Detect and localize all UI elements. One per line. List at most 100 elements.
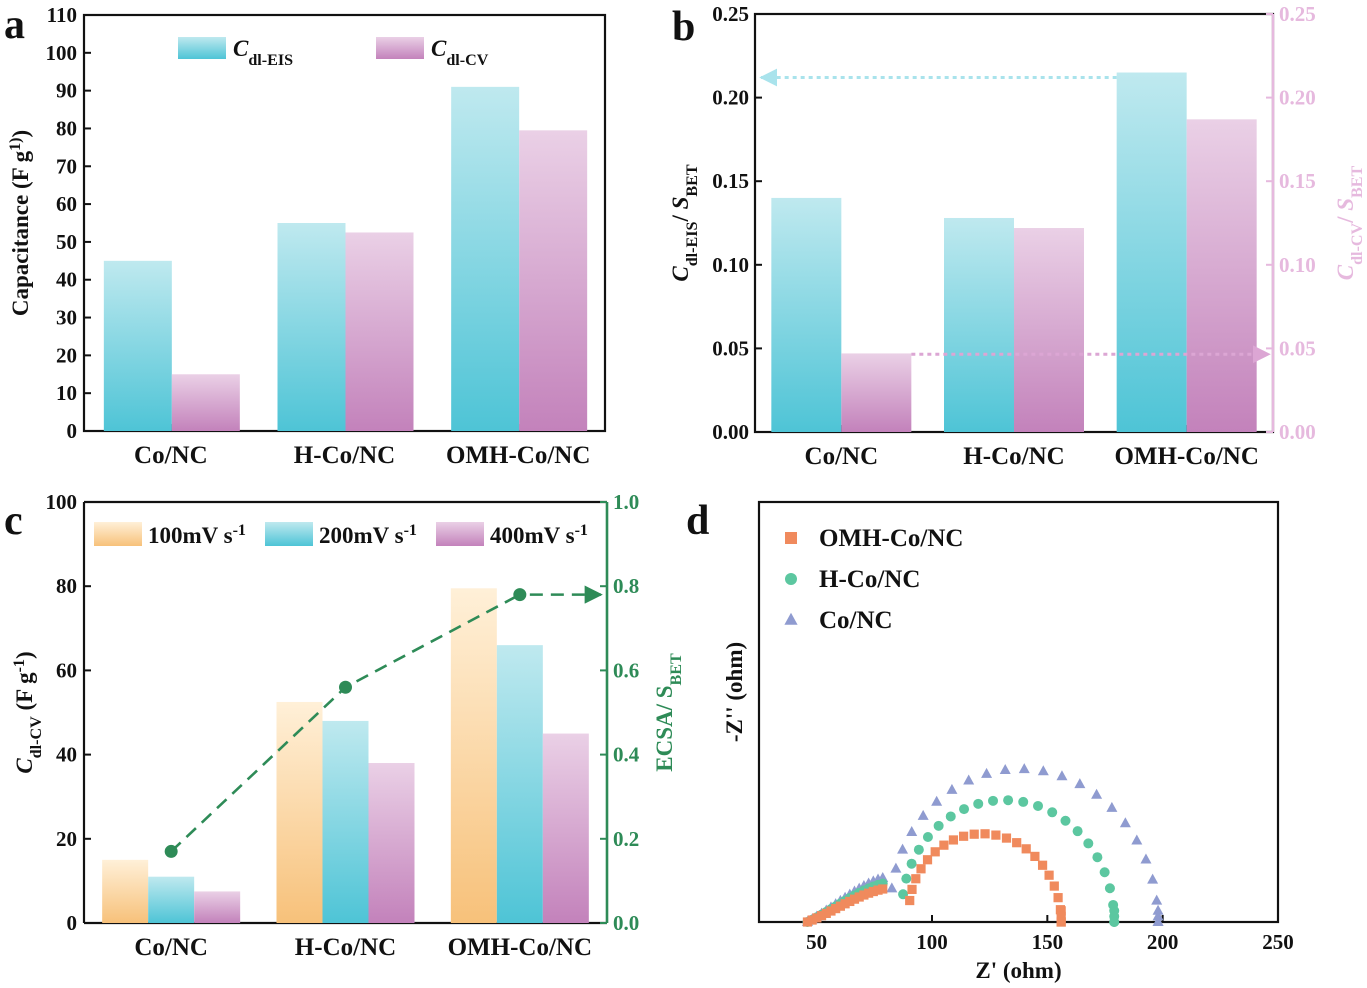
panel-d-point (1037, 860, 1048, 870)
panel-c-category-label: OMH-Co/NC (448, 934, 592, 961)
panel-c-right-ytick-label: 1.0 (613, 490, 639, 514)
panel-c-bar (450, 588, 497, 923)
panel-d-point (1056, 906, 1066, 916)
panel-b-right-ytick-label: 0.20 (1279, 86, 1316, 110)
panel-d-point (1104, 883, 1115, 894)
panel-d-point (907, 884, 917, 895)
panel-d-point (1060, 815, 1071, 826)
panel-b-bar (1186, 119, 1257, 432)
panel-d-point (946, 783, 958, 794)
panel-a-legend-label: Cdl-EIS (233, 36, 293, 69)
panel-d-point (890, 862, 902, 873)
panel-c-legend-swatch (265, 522, 313, 546)
panel-d-point (1147, 873, 1159, 884)
panel-c-right-ytick-label: 0.2 (613, 827, 639, 851)
panel-c-category-label: H-Co/NC (295, 934, 396, 961)
panel-a-ytick-label: 30 (56, 306, 77, 330)
panel-d-point (945, 811, 956, 822)
panel-d-point (1021, 844, 1031, 854)
panel-b-ytick-label: 0.20 (712, 86, 749, 110)
panel-d-point (1140, 853, 1152, 864)
panel-d-legend-marker (784, 612, 798, 625)
panel-c-ylabel-right: ECSA/ SBET (652, 653, 685, 772)
panel-d-point (1003, 795, 1014, 806)
panel-b-ytick-label: 0.10 (712, 253, 749, 277)
panel-c-ytick-label: 80 (56, 574, 77, 598)
panel-d-point (1091, 788, 1103, 799)
panel-d-point (1072, 826, 1083, 837)
panel-a-ytick-label: 50 (56, 230, 77, 254)
panel-a-ytick-label: 90 (56, 79, 77, 103)
panel-d-point (981, 767, 993, 778)
panel-b-chart: 0.00 0.00 0.05 0.05 0.10 0.10 0.15 0.15 0.20 0.20… (668, 2, 1366, 470)
panel-d-point (1056, 911, 1066, 921)
panel-d-point (1049, 881, 1059, 891)
panel-d-point (1033, 800, 1044, 811)
panel-d-point (1131, 834, 1143, 845)
panel-b-right-ytick-label: 0.00 (1279, 420, 1316, 444)
panel-c-ylabel-left: Cdl-CV (F g-1) (11, 651, 45, 773)
panel-d-point (1109, 917, 1120, 927)
panel-d-point (991, 830, 1001, 840)
panel-d-point (1119, 817, 1131, 828)
panel-d-point (831, 904, 841, 914)
panel-d-legend-label: H-Co/NC (819, 566, 920, 593)
panel-d-point (916, 864, 926, 874)
panel-c-right-ytick-label: 0.6 (613, 658, 639, 682)
panel-d-point (969, 829, 979, 839)
panel-c-ytick-label: 20 (56, 827, 77, 851)
panel-c-bar (368, 763, 415, 923)
panel-b-bar (944, 217, 1014, 432)
panel-c-legend-swatch (94, 522, 142, 546)
panel-d-point (933, 820, 944, 831)
panel-a-chart: 0 10 20 30 40 50 60 70 80 90 100 110 Co/NC H-Co/NC OMH… (7, 3, 607, 469)
panel-d-point (807, 915, 817, 925)
panel-d-legend-label: Co/NC (819, 607, 893, 634)
panel-b-right-ytick-label: 0.05 (1279, 336, 1316, 360)
panel-d-point (905, 895, 915, 906)
panel-b-bar (1014, 228, 1084, 432)
panel-c-bar (102, 859, 149, 923)
panel-a-ytick-label: 60 (56, 192, 77, 216)
panel-c-category-label: Co/NC (134, 934, 208, 961)
panel-a-category-label: OMH-Co/NC (446, 442, 590, 469)
panel-a-ytick-label: 40 (56, 268, 77, 292)
panel-d-xlabel: Z' (ohm) (975, 958, 1061, 983)
panel-a-bar (519, 130, 588, 431)
panel-b-ylabel-left: Cdl-EIS/ SBET (668, 164, 701, 281)
panel-d-point (1092, 852, 1103, 863)
panel-d-point (849, 894, 860, 904)
panel-d-point (859, 890, 869, 900)
panel-d-point (821, 908, 831, 918)
panel-c-bar (276, 701, 323, 923)
panel-d-legend-marker (785, 532, 797, 544)
panel-a-bar (171, 374, 240, 431)
panel-d-point (999, 763, 1011, 774)
panel-d-point (973, 798, 984, 809)
panel-d-point (922, 855, 933, 865)
panel-b-category-label: H-Co/NC (963, 443, 1064, 470)
panel-c-ecsa-point (513, 588, 527, 602)
panel-a-category-label: Co/NC (134, 442, 208, 469)
panel-d-xtick-label: 150 (1032, 930, 1064, 954)
panel-d-point (1151, 894, 1163, 905)
panel-b-right-ytick-label: 0.15 (1279, 169, 1316, 193)
panel-d-point (1047, 807, 1058, 818)
panel-d-point (948, 835, 959, 845)
panel-d-point (816, 911, 827, 921)
panel-d-point (906, 858, 917, 869)
panel-d-point (1152, 904, 1164, 915)
panel-a-bar (103, 260, 172, 431)
panel-a-ylabel: Capacitance (F g1)) (7, 130, 34, 316)
panel-c-right-ytick-label: 0.8 (613, 574, 639, 598)
panel-c-ecsa-point (164, 844, 178, 858)
panel-b-ytick-label: 0.25 (712, 2, 749, 26)
panel-d-point (1012, 838, 1022, 848)
panel-d-point (931, 795, 943, 806)
panel-a-ytick-label: 70 (56, 154, 77, 178)
panel-d-point (1152, 910, 1164, 921)
panel-d-legend-label: OMH-Co/NC (819, 525, 963, 552)
panel-d-point (873, 885, 883, 895)
panel-d-point (1056, 917, 1066, 927)
panel-a-ytick-label: 20 (56, 343, 77, 367)
